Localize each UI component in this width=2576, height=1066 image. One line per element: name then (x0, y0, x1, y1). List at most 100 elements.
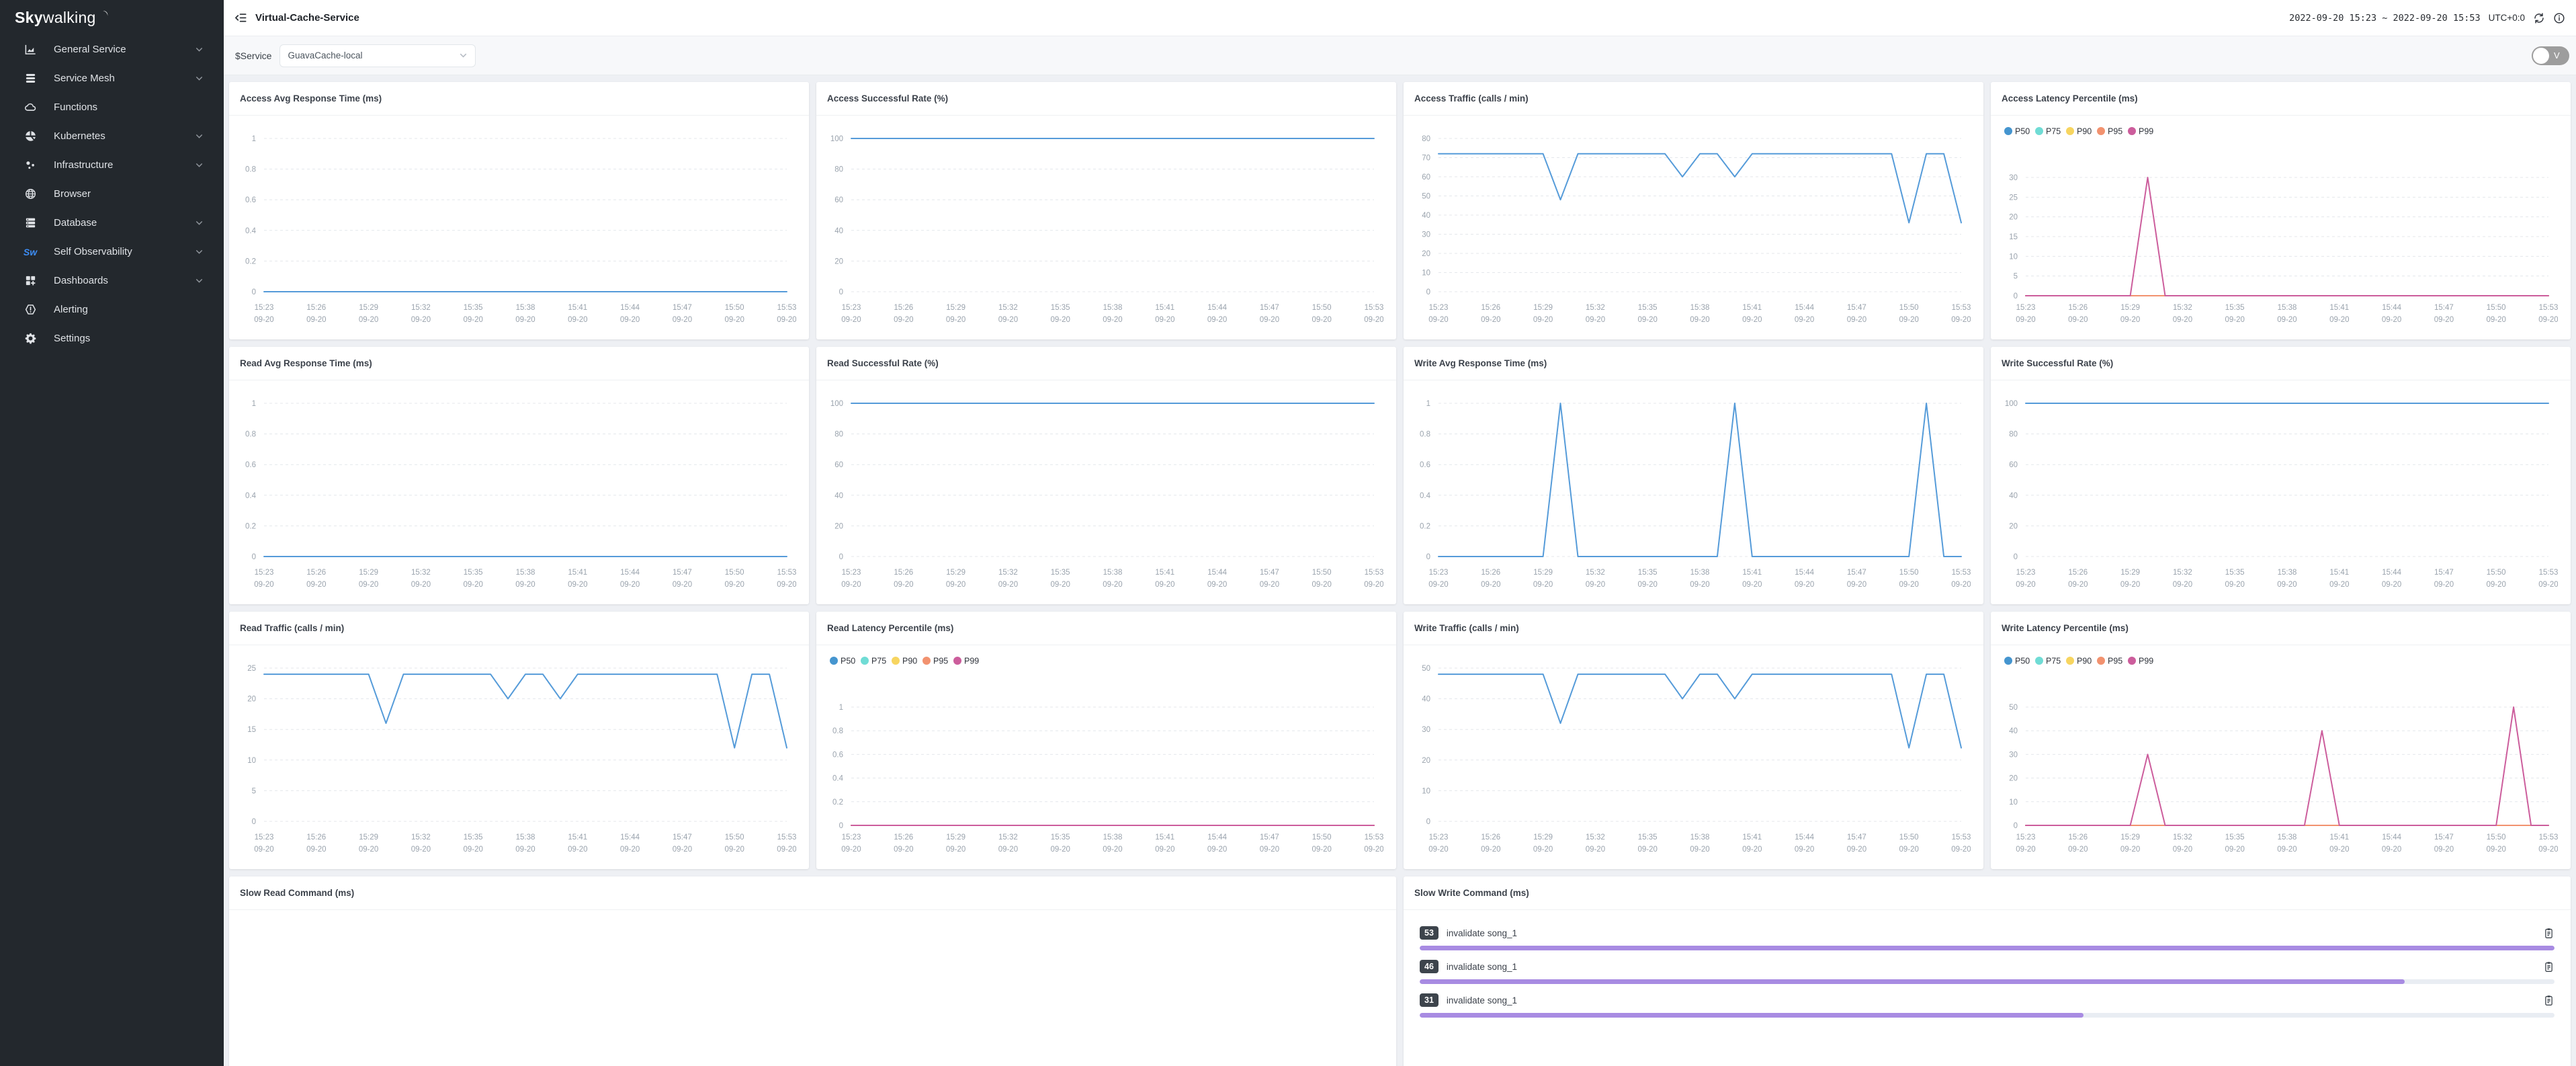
sidebar-item-infrastructure[interactable]: Infrastructure (0, 151, 224, 179)
svg-text:09-20: 09-20 (894, 581, 913, 589)
chart-panel-write-traffic: Write Traffic (calls / min) 0 10 20 30 40 50 15… (1404, 612, 1983, 869)
sidebar-item-settings[interactable]: Settings (0, 324, 224, 353)
svg-text:15:41: 15:41 (2329, 569, 2349, 577)
svg-text:15:29: 15:29 (946, 569, 965, 577)
svg-text:80: 80 (834, 431, 843, 439)
svg-text:P95: P95 (2108, 657, 2122, 666)
svg-text:09-20: 09-20 (463, 316, 482, 324)
sidebar-item-functions[interactable]: Functions (0, 93, 224, 122)
slow-bar-fill (1420, 979, 2405, 984)
svg-text:40: 40 (1422, 696, 1430, 704)
svg-text:30: 30 (1422, 726, 1430, 734)
svg-text:09-20: 09-20 (894, 846, 913, 854)
layers-icon (23, 71, 38, 86)
chart-title: Write Latency Percentile (ms) (1991, 612, 2571, 645)
sidebar-item-database[interactable]: Database (0, 208, 224, 237)
svg-text:15:53: 15:53 (1365, 304, 1383, 312)
chevron-down-icon (195, 45, 204, 54)
svg-text:09-20: 09-20 (1847, 316, 1866, 324)
svg-text:P75: P75 (2046, 657, 2061, 666)
sidebar: Sky walking General Service Service Mesh Fu… (0, 0, 224, 1066)
line-chart: 0 0.2 0.4 0.6 0.8 1 15:23 09-20 15:26 09-20 15:29 0… (1420, 400, 1971, 589)
svg-text:09-20: 09-20 (620, 581, 640, 589)
command-label: invalidate song_1 (1446, 995, 1517, 1006)
svg-text:1: 1 (252, 135, 256, 143)
svg-text:09-20: 09-20 (1428, 581, 1448, 589)
sidebar-item-self-observability[interactable]: Sw Self Observability (0, 237, 224, 266)
svg-text:09-20: 09-20 (2173, 846, 2192, 854)
service-select[interactable]: GuavaCache-local (280, 44, 476, 67)
svg-text:09-20: 09-20 (463, 581, 482, 589)
svg-text:15:50: 15:50 (2487, 569, 2506, 577)
svg-text:15:53: 15:53 (1365, 569, 1383, 577)
chart-title: Access Successful Rate (%) (816, 82, 1396, 116)
svg-text:09-20: 09-20 (568, 581, 587, 589)
chart-title: Access Avg Response Time (ms) (229, 82, 809, 116)
chart-body: 0 10 20 30 40 50 60 70 80 15:23 09-20 15:26 09-20 15:… (1404, 116, 1983, 339)
duration-badge: 53 (1420, 926, 1439, 940)
svg-text:1: 1 (1426, 400, 1430, 408)
copy-icon[interactable] (2543, 960, 2554, 973)
chevron-down-icon (195, 74, 204, 83)
svg-text:09-20: 09-20 (2068, 846, 2088, 854)
svg-text:0: 0 (1426, 553, 1430, 561)
sidebar-item-dashboards[interactable]: Dashboards (0, 266, 224, 295)
svg-text:15:44: 15:44 (2382, 569, 2401, 577)
svg-text:P90: P90 (902, 657, 917, 666)
svg-text:15:38: 15:38 (516, 569, 535, 577)
svg-text:09-20: 09-20 (1951, 581, 1971, 589)
info-icon[interactable] (2553, 12, 2565, 24)
sidebar-collapse-icon[interactable] (234, 11, 247, 24)
copy-icon[interactable] (2543, 927, 2554, 940)
slow-command-row: 53 invalidate song_1 (1420, 926, 2554, 950)
svg-text:50: 50 (1422, 193, 1430, 201)
svg-text:15:50: 15:50 (725, 569, 744, 577)
svg-text:15:47: 15:47 (673, 304, 692, 312)
command-label: invalidate song_1 (1446, 961, 1517, 972)
svg-text:15:38: 15:38 (2278, 304, 2297, 312)
svg-text:09-20: 09-20 (1207, 316, 1227, 324)
sidebar-item-kubernetes[interactable]: Kubernetes (0, 122, 224, 151)
svg-text:15:23: 15:23 (2016, 304, 2036, 312)
sidebar-item-alerting[interactable]: Alerting (0, 295, 224, 324)
svg-text:09-20: 09-20 (254, 846, 273, 854)
kubernetes-icon (23, 129, 38, 144)
svg-text:15:53: 15:53 (2539, 304, 2558, 312)
svg-text:0.8: 0.8 (245, 431, 256, 439)
svg-text:15:50: 15:50 (725, 304, 744, 312)
sidebar-item-service-mesh[interactable]: Service Mesh (0, 64, 224, 93)
svg-text:09-20: 09-20 (2434, 846, 2454, 854)
toggle-knob (2533, 47, 2549, 64)
svg-text:15:29: 15:29 (2120, 833, 2140, 842)
svg-text:09-20: 09-20 (998, 581, 1018, 589)
sidebar-item-general-service[interactable]: General Service (0, 35, 224, 64)
page-title: Virtual-Cache-Service (255, 12, 359, 24)
svg-text:15:53: 15:53 (777, 304, 796, 312)
svg-text:P50: P50 (2015, 127, 2030, 136)
chart-panel-write-successful-rate: Write Successful Rate (%) 0 20 40 60 80 100 15:… (1991, 347, 2571, 604)
svg-text:09-20: 09-20 (1795, 846, 1814, 854)
svg-text:0: 0 (252, 818, 256, 826)
svg-text:15:26: 15:26 (306, 569, 326, 577)
svg-text:50: 50 (2009, 704, 2018, 712)
svg-text:09-20: 09-20 (2434, 316, 2454, 324)
svg-text:5: 5 (2014, 273, 2018, 281)
chart-panel-access-avg-response-time: Access Avg Response Time (ms) 0 0.2 0.4 0.6 0… (229, 82, 809, 339)
svg-text:15:41: 15:41 (1155, 833, 1174, 842)
svg-text:15:23: 15:23 (2016, 833, 2036, 842)
sidebar-item-label: Database (54, 217, 97, 229)
svg-text:09-20: 09-20 (1951, 846, 1971, 854)
svg-text:0.6: 0.6 (245, 196, 256, 204)
edit-mode-toggle[interactable]: V (2532, 46, 2569, 65)
refresh-icon[interactable] (2533, 12, 2545, 24)
copy-icon[interactable] (2543, 994, 2554, 1007)
svg-text:15:35: 15:35 (1638, 304, 1658, 312)
svg-text:09-20: 09-20 (673, 581, 692, 589)
svg-text:09-20: 09-20 (1533, 581, 1553, 589)
slow-command-list (233, 910, 1392, 918)
slow-bar-fill (1420, 946, 2554, 950)
sidebar-item-browser[interactable]: Browser (0, 179, 224, 208)
svg-text:15:47: 15:47 (2434, 569, 2454, 577)
time-range[interactable]: 2022-09-20 15:23 ~ 2022-09-20 15:53 (2289, 12, 2481, 24)
svg-text:09-20: 09-20 (2225, 846, 2244, 854)
